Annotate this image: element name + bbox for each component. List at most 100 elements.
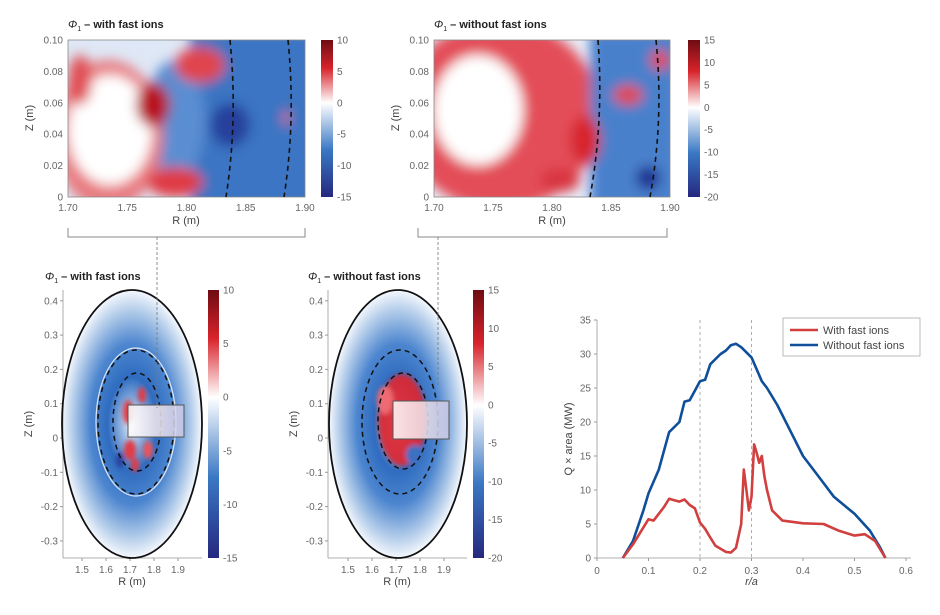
y-tick-label: 0 [423, 193, 429, 204]
y-tick-label: 10 [580, 486, 592, 497]
heatmap-top-without-fast-ions [434, 40, 670, 197]
y-tick-label: 35 [580, 316, 592, 327]
colorbar-tick-label: 15 [488, 286, 500, 297]
y-tick-label: -0.1 [306, 468, 324, 479]
x-tick-label: 1.90 [660, 203, 680, 214]
colorbar-tick-label: 5 [488, 362, 494, 373]
heatmap-top-with-fast-ions [68, 40, 305, 197]
x-axis-label: R (m) [172, 215, 200, 227]
x-tick-label: 1.85 [601, 203, 621, 214]
y-tick-label: 0.10 [44, 36, 64, 47]
colorbar-tick-label: -5 [488, 439, 497, 450]
x-tick-label: 0.5 [848, 566, 862, 577]
colorbar-tick-label: -15 [337, 193, 352, 204]
colorbar-tick-label: 10 [337, 36, 349, 47]
x-tick-label: 1.80 [177, 203, 197, 214]
x-axis-label: R (m) [538, 215, 566, 227]
y-tick-label: 0.4 [44, 296, 58, 307]
y-tick-label: 0.4 [309, 296, 323, 307]
y-tick-label: 0 [52, 434, 58, 445]
panel-title: Φ1 – without fast ions [308, 271, 421, 285]
y-axis-label: Z (m) [390, 105, 402, 131]
x-tick-label: 1.75 [118, 203, 138, 214]
y-tick-label: 0.2 [44, 365, 58, 376]
zoom-region-box [127, 404, 185, 438]
colorbar [208, 290, 219, 558]
colorbar-tick-label: -20 [488, 554, 503, 565]
colorbar-tick-label: -10 [223, 500, 238, 511]
x-axis-label: r/a [745, 576, 758, 588]
y-tick-label: 5 [585, 520, 591, 531]
colorbar-tick-label: 5 [704, 80, 710, 91]
flux-surface-dashed-line [649, 39, 660, 198]
x-tick-label: 1.9 [437, 565, 451, 576]
y-tick-label: 0.2 [309, 365, 323, 376]
y-tick-label: -0.1 [41, 468, 59, 479]
plot-frame [433, 39, 671, 198]
x-tick-label: 0.2 [693, 566, 707, 577]
y-tick-label: 0.06 [44, 98, 64, 109]
y-tick-label: 0.08 [410, 67, 430, 78]
plasma-boundary [328, 289, 468, 559]
colorbar-tick-label: -5 [223, 446, 232, 457]
colorbar-tick-label: 5 [223, 339, 229, 350]
y-tick-label: 0.02 [410, 161, 430, 172]
x-tick-label: 1.75 [483, 203, 503, 214]
colorbar-tick-label: 0 [488, 400, 494, 411]
legend-box [782, 317, 921, 357]
colorbar-tick-label: -5 [704, 125, 713, 136]
y-tick-label: 20 [580, 418, 592, 429]
colorbar-tick-label: 0 [223, 393, 229, 404]
y-axis-label: Z (m) [24, 105, 36, 131]
y-tick-label: -0.2 [306, 502, 324, 513]
y-tick-label: 0.3 [309, 331, 323, 342]
colorbar [688, 40, 700, 197]
x-tick-label: 1.70 [58, 203, 78, 214]
y-tick-label: 0 [585, 554, 591, 565]
colorbar-tick-label: 10 [704, 58, 716, 69]
zoom-bracket [67, 228, 306, 238]
x-tick-label: 1.9 [171, 565, 185, 576]
zoom-bracket [417, 228, 668, 238]
x-tick-label: 1.7 [389, 565, 403, 576]
colorbar-tick-label: -15 [488, 515, 503, 526]
colorbar-tick-label: -20 [704, 193, 719, 204]
series-line-without-fast-ions [621, 342, 887, 559]
x-tick-label: 0.6 [899, 566, 913, 577]
colorbar-tick-label: -5 [337, 130, 346, 141]
y-tick-label: 0.02 [44, 161, 64, 172]
x-tick-label: 1.6 [99, 565, 113, 576]
y-tick-label: 0.04 [44, 130, 64, 141]
flux-surface-dashed-line [225, 39, 234, 198]
x-axis-label: R (m) [118, 576, 146, 588]
colorbar-tick-label: 15 [704, 36, 716, 47]
y-tick-label: 15 [580, 452, 592, 463]
x-tick-label: 1.7 [123, 565, 137, 576]
y-tick-label: 0 [317, 434, 323, 445]
panel-title: Φ1 – with fast ions [68, 19, 164, 33]
y-axis-label: Z (m) [23, 411, 35, 437]
y-tick-label: 0.1 [44, 399, 58, 410]
y-tick-label: 0.08 [44, 67, 64, 78]
y-tick-label: 0.1 [309, 399, 323, 410]
zoom-region-box [392, 400, 450, 440]
x-tick-label: 1.80 [542, 203, 562, 214]
colorbar [473, 290, 484, 558]
y-tick-label: -0.2 [41, 502, 59, 513]
y-tick-label: 30 [580, 350, 592, 361]
x-tick-label: 1.6 [365, 565, 379, 576]
colorbar-tick-label: 10 [488, 324, 500, 335]
colorbar-tick-label: 5 [337, 67, 343, 78]
x-tick-label: 1.8 [413, 565, 427, 576]
panel-title: Φ1 – with fast ions [45, 271, 141, 285]
x-tick-label: 0 [594, 566, 600, 577]
y-tick-label: -0.3 [306, 536, 324, 547]
y-tick-label: 0.04 [410, 130, 430, 141]
colorbar-tick-label: 0 [337, 98, 343, 109]
colorbar-tick-label: -10 [337, 161, 352, 172]
x-tick-label: 1.90 [295, 203, 315, 214]
legend-label: With fast ions [823, 325, 890, 337]
plot-frame [67, 39, 306, 198]
x-tick-label: 1.8 [147, 565, 161, 576]
y-tick-label: 0.10 [410, 36, 430, 47]
